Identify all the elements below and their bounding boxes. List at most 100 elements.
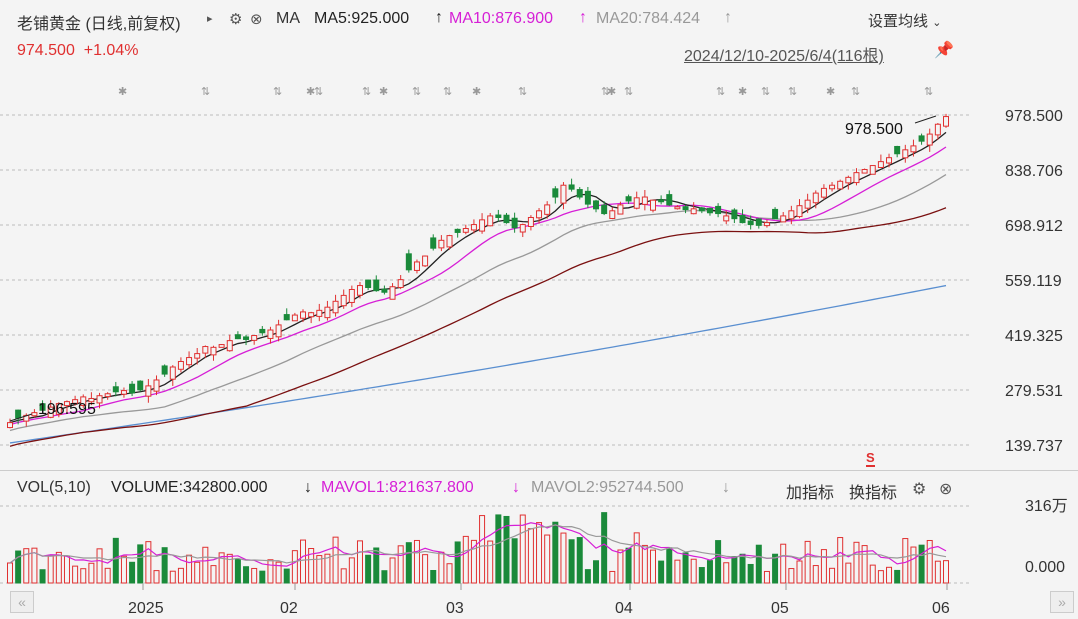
candle-body (560, 184, 567, 204)
mavol2-down-arrow-icon: ↓ (722, 479, 730, 496)
candle-body (812, 192, 819, 204)
volume-bar (324, 553, 331, 584)
volume-bar (812, 565, 819, 584)
volume-bar (682, 552, 689, 584)
event-marker-icon: ✱ (379, 85, 388, 98)
volume-bar (267, 559, 274, 584)
price-value: 974.500 (17, 42, 75, 59)
volume-bar (706, 560, 713, 584)
event-marker-icon: ⇅ (201, 85, 210, 98)
event-marker-icon: ✱ (607, 85, 616, 98)
volume-bar (568, 539, 575, 584)
pin-icon[interactable]: 📌 (934, 42, 954, 59)
candle-body (552, 188, 559, 198)
candle-body (519, 224, 526, 233)
candle-body (633, 197, 640, 209)
candle-body (316, 309, 323, 317)
candle-body (739, 214, 746, 224)
volume-bar (373, 547, 380, 584)
candle-body (723, 215, 730, 222)
event-marker-icon: ⇅ (924, 85, 933, 98)
candle-body (861, 168, 868, 174)
candle-body (194, 353, 201, 359)
ma20-value: MA20:784.424 (596, 10, 701, 27)
scroll-left-button[interactable]: « (10, 591, 34, 613)
divider (0, 470, 1078, 471)
volume-bar (316, 555, 323, 584)
volume-bar (340, 568, 347, 584)
volume-bar (820, 549, 827, 584)
candle-body (251, 335, 258, 341)
mavol1-value: MAVOL1:821637.800 (321, 479, 474, 496)
gear-icon[interactable]: ⚙ (229, 11, 243, 28)
candle-body (918, 135, 925, 142)
volume-bar (300, 539, 307, 584)
volume-bar (226, 553, 233, 584)
volume-bar (161, 547, 168, 584)
candle-body (202, 346, 209, 354)
volume-bar (649, 549, 656, 584)
candle-body (593, 200, 600, 210)
candle-body (584, 190, 591, 205)
volume-bar (853, 541, 860, 584)
candle-body (348, 288, 355, 303)
mavol1-down-arrow-icon: ↓ (512, 479, 520, 496)
candle-body (120, 390, 127, 395)
candle-body (845, 176, 852, 184)
low-arrow (9, 413, 33, 422)
candle-body (715, 205, 722, 215)
volume-bar (88, 562, 95, 584)
candle-body (324, 306, 331, 319)
volume-bar (348, 557, 355, 584)
volume-bar (698, 567, 705, 584)
volume-value: VOLUME:342800.000 (111, 479, 268, 496)
candle-body (910, 145, 917, 153)
candle-body (470, 224, 477, 231)
event-marker-icon: ⇅ (788, 85, 797, 98)
candle-body (438, 239, 445, 249)
ma20-up-arrow-icon: ↑ (724, 9, 732, 26)
ma60-line (9, 207, 947, 447)
candle-body (674, 206, 681, 210)
ma10-value: MA10:876.900 (449, 10, 554, 27)
title-dropdown-icon[interactable]: ▸ (207, 13, 213, 25)
event-marker-icon: ⇅ (314, 85, 323, 98)
price-tick-label: 139.737 (1005, 438, 1063, 455)
candle-body (31, 412, 38, 417)
volume-bar (218, 552, 225, 584)
scroll-right-button[interactable]: » (1050, 591, 1074, 613)
switch-indicator-button[interactable]: 换指标 (849, 485, 898, 502)
gear-icon[interactable]: ⚙ (912, 481, 927, 498)
event-marker-icon: ✱ (826, 85, 835, 98)
close-icon[interactable]: ⊗ (939, 481, 953, 498)
volume-bar (601, 512, 608, 584)
volume-bar (397, 545, 404, 584)
candle-body (902, 149, 909, 159)
volume-bar (479, 515, 486, 584)
chevron-down-icon: ⌄ (932, 17, 942, 29)
candle-body (943, 116, 949, 127)
ma10-line (9, 146, 947, 426)
sell-signal-badge[interactable]: S (866, 450, 875, 467)
volume-bar (829, 567, 836, 584)
close-icon[interactable]: ⊗ (250, 11, 263, 28)
candle-body (886, 157, 893, 164)
candle-body (63, 401, 70, 407)
volume-bar (763, 570, 770, 584)
volume-bar (462, 535, 469, 584)
set-ma-button[interactable]: 设置均线 ⌄ (868, 10, 941, 31)
date-range[interactable]: 2024/12/10-2025/6/4(116根) (684, 48, 884, 65)
event-marker-icon: ✱ (472, 85, 481, 98)
volume-bar (674, 559, 681, 584)
candle-body (308, 312, 315, 318)
add-indicator-button[interactable]: 加指标 (786, 485, 835, 502)
volume-bar (609, 570, 616, 584)
candle-body (658, 199, 665, 203)
volume-bar (7, 562, 13, 584)
event-marker-icon: ⇅ (362, 85, 371, 98)
volume-bar (430, 569, 437, 584)
stock-title[interactable]: 老铺黄金 (日线,前复权) (17, 16, 181, 33)
candle-body (649, 199, 656, 211)
candle-body (7, 422, 13, 429)
